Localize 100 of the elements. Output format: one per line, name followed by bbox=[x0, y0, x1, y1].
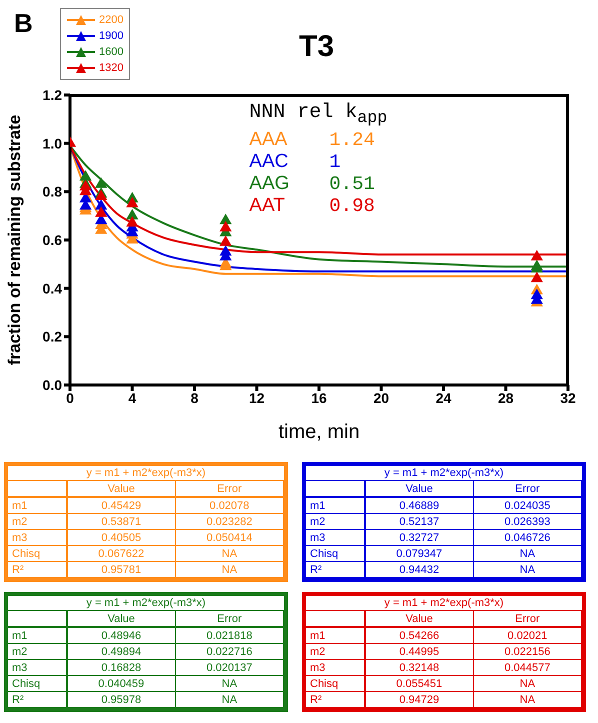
text: m2 bbox=[8, 644, 67, 660]
x-tick-label: 12 bbox=[248, 390, 265, 406]
text: R² bbox=[8, 562, 67, 578]
text: y = m1 + m2*exp(-m3*x) bbox=[306, 466, 582, 481]
text: Value bbox=[364, 611, 474, 627]
text: Chisq bbox=[306, 546, 365, 562]
text: Chisq bbox=[8, 676, 67, 692]
text: Error bbox=[473, 611, 582, 627]
x-tick-label: 0 bbox=[66, 390, 74, 406]
text: Value bbox=[66, 481, 176, 497]
text: 0.53871 bbox=[66, 514, 176, 530]
text: NA bbox=[473, 676, 582, 692]
text: m3 bbox=[306, 530, 365, 546]
text: 0.022156 bbox=[473, 644, 582, 660]
annotation: 0.98 bbox=[329, 195, 375, 217]
x-axis-title: time, min bbox=[278, 421, 360, 443]
text: 0.48946 bbox=[66, 627, 176, 644]
text: 0.54266 bbox=[364, 627, 474, 644]
text: Error bbox=[175, 481, 284, 497]
y-tick-label: 0.0 bbox=[42, 376, 62, 393]
text: B bbox=[14, 8, 33, 39]
annotation: 1.24 bbox=[329, 129, 375, 151]
text: 0.022716 bbox=[175, 644, 284, 660]
text: 0.024035 bbox=[473, 497, 582, 514]
y-tick-label: 1.0 bbox=[42, 135, 62, 152]
text: 0.055451 bbox=[364, 676, 474, 692]
text: m3 bbox=[8, 660, 67, 676]
text: Chisq bbox=[306, 676, 365, 692]
text: 0.02078 bbox=[175, 497, 284, 514]
text: Error bbox=[473, 481, 582, 497]
text: 0.44995 bbox=[364, 644, 474, 660]
text: y = m1 + m2*exp(-m3*x) bbox=[306, 596, 582, 611]
annotation: NNN rel k$_{app}$ bbox=[249, 101, 388, 128]
annotation: 1 bbox=[329, 151, 341, 173]
text: 0.52137 bbox=[364, 514, 474, 530]
text: 0.046726 bbox=[473, 530, 582, 546]
y-axis-title: fraction of remaining substrate bbox=[5, 114, 24, 366]
text: 0.050414 bbox=[175, 530, 284, 546]
text: R² bbox=[306, 562, 365, 578]
y-tick-label: 0.6 bbox=[42, 232, 62, 248]
text: m1 bbox=[306, 497, 365, 514]
text: NA bbox=[175, 676, 284, 692]
y-tick-label: 0.2 bbox=[42, 328, 62, 345]
text: m2 bbox=[306, 514, 365, 530]
chart-title: T3 bbox=[299, 30, 334, 64]
x-tick-label: 24 bbox=[436, 390, 452, 406]
legend-label: 1900 bbox=[99, 30, 124, 42]
text: 0.45429 bbox=[66, 497, 176, 514]
text: 0.32148 bbox=[364, 660, 474, 676]
text: m2 bbox=[306, 644, 365, 660]
text: 0.044577 bbox=[473, 660, 582, 676]
annotation: 0.51 bbox=[329, 173, 375, 195]
text: m1 bbox=[8, 627, 67, 644]
x-tick-label: 28 bbox=[498, 390, 514, 406]
text: Value bbox=[364, 481, 474, 497]
text: Chisq bbox=[8, 546, 67, 562]
text: m1 bbox=[306, 627, 365, 644]
annotation: AAC bbox=[249, 151, 290, 173]
x-tick-label: 32 bbox=[560, 390, 576, 406]
text: Error bbox=[175, 611, 284, 627]
x-tick-label: 4 bbox=[128, 390, 136, 406]
text: NA bbox=[473, 546, 582, 562]
text: R² bbox=[8, 692, 67, 708]
text: 0.020137 bbox=[175, 660, 284, 676]
text: R² bbox=[306, 692, 365, 708]
legend-label: 1320 bbox=[99, 62, 124, 74]
text: m2 bbox=[8, 514, 67, 530]
text: m3 bbox=[306, 660, 365, 676]
text: NA bbox=[473, 562, 582, 578]
annotation: AAG bbox=[249, 173, 290, 195]
text: 0.95781 bbox=[66, 562, 176, 578]
text: Value bbox=[66, 611, 176, 627]
text: 0.02021 bbox=[473, 627, 582, 644]
text: 0.067622 bbox=[66, 546, 176, 562]
x-tick-label: 16 bbox=[311, 390, 327, 406]
text: 0.94729 bbox=[364, 692, 474, 708]
text: 0.026393 bbox=[473, 514, 582, 530]
text: 0.040459 bbox=[66, 676, 176, 692]
text: 0.32727 bbox=[364, 530, 474, 546]
text: 0.021818 bbox=[175, 627, 284, 644]
text: 0.079347 bbox=[364, 546, 474, 562]
text: m1 bbox=[8, 497, 67, 514]
text: m3 bbox=[8, 530, 67, 546]
text: 0.49894 bbox=[66, 644, 176, 660]
text: 0.95978 bbox=[66, 692, 176, 708]
annotation: AAT bbox=[249, 195, 286, 217]
text: NA bbox=[175, 562, 284, 578]
text: 0.46889 bbox=[364, 497, 474, 514]
text: 0.023282 bbox=[175, 514, 284, 530]
text: 0.40505 bbox=[66, 530, 176, 546]
text: NA bbox=[175, 692, 284, 708]
text: NA bbox=[175, 546, 284, 562]
text: NA bbox=[473, 692, 582, 708]
legend-label: 2200 bbox=[99, 14, 124, 26]
text: 0.94432 bbox=[364, 562, 474, 578]
text: y = m1 + m2*exp(-m3*x) bbox=[8, 596, 284, 611]
x-tick-label: 20 bbox=[373, 390, 390, 406]
legend-label: 1600 bbox=[99, 46, 124, 58]
text: y = m1 + m2*exp(-m3*x) bbox=[8, 466, 284, 481]
text: 0.16828 bbox=[66, 660, 176, 676]
